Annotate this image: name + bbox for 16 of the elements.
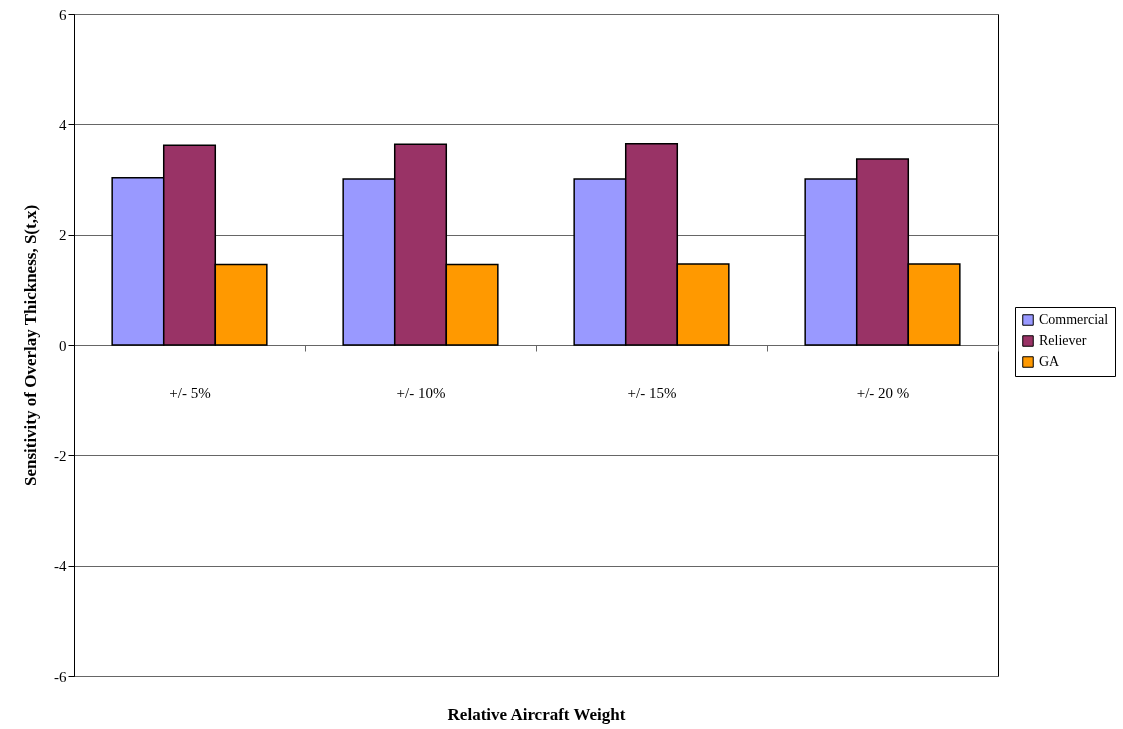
x-tick-label: +/- 5%: [169, 384, 211, 401]
y-tick-label: 4: [59, 116, 67, 133]
y-tick-label: -4: [54, 558, 67, 575]
y-tick-label: 2: [59, 227, 67, 244]
x-tick-label: +/- 15%: [627, 384, 677, 401]
y-tick-label: -2: [54, 447, 67, 464]
legend-label: Commercial: [1039, 312, 1109, 327]
legend-label: GA: [1039, 354, 1061, 369]
y-axis-title: Sensitivity of Overlay Thickness, S(t,x): [21, 204, 40, 487]
y-tick-label: -6: [54, 668, 67, 685]
x-tick-label: +/- 20 %: [856, 384, 910, 401]
x-axis-title: Relative Aircraft Weight: [447, 704, 626, 724]
legend-label: Reliever: [1039, 333, 1087, 348]
y-tick-label: 6: [59, 6, 67, 23]
y-tick-label: 0: [59, 337, 67, 354]
x-tick-label: +/- 10%: [396, 384, 446, 401]
